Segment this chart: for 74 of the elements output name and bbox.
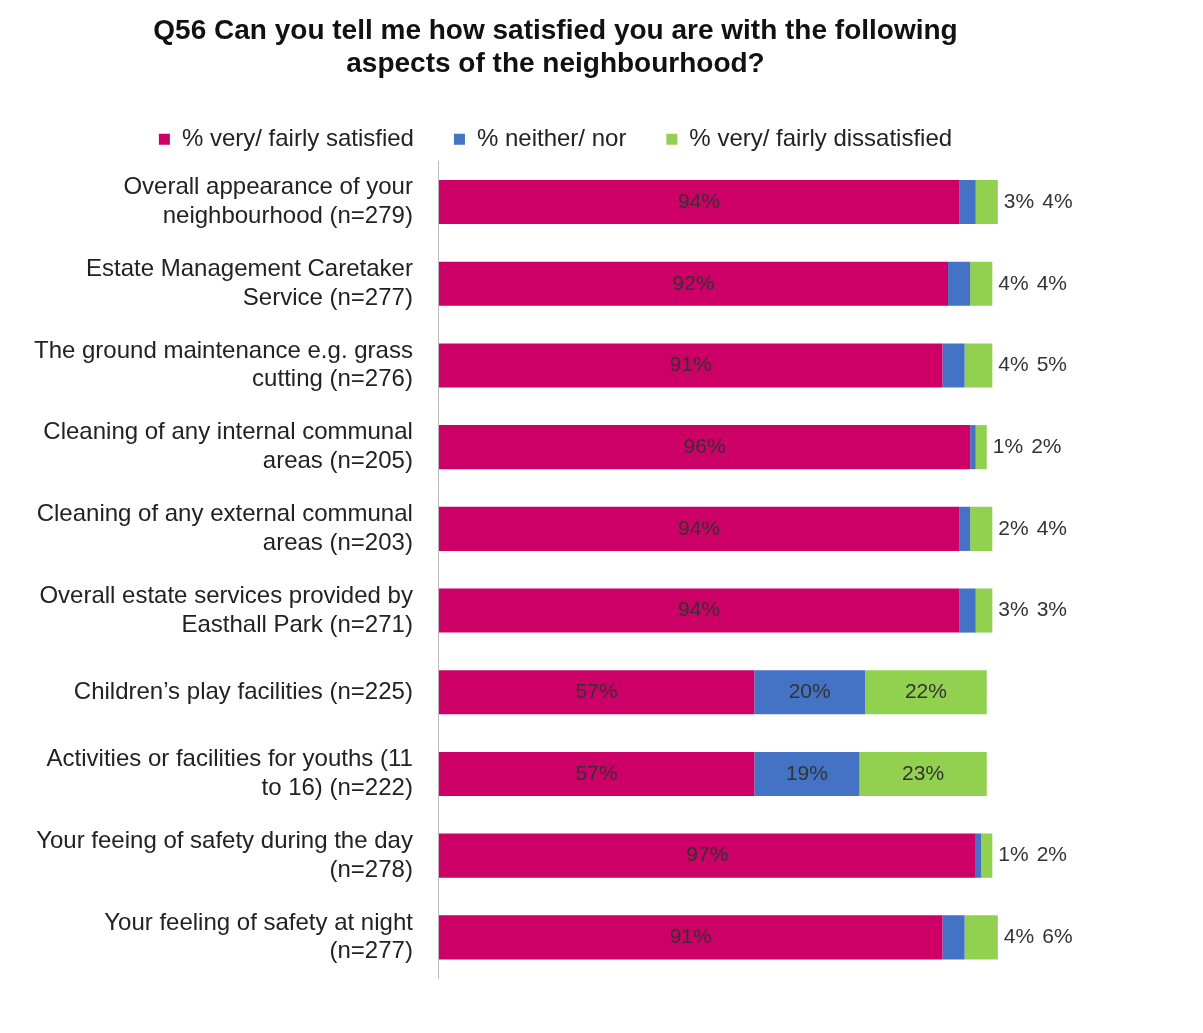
data-label: 23% — [902, 760, 945, 784]
data-label: 91% — [669, 924, 712, 948]
bar — [438, 751, 755, 797]
bar — [438, 261, 949, 306]
data-label: 92% — [672, 270, 715, 294]
bar — [438, 833, 976, 878]
data-label: 4% — [1036, 515, 1068, 539]
data-label: 94% — [677, 188, 721, 212]
y-tick-label: Cleaning of any external communal areas (n=203) — [36, 499, 413, 555]
bar — [975, 588, 993, 633]
data-label: 57% — [575, 679, 618, 703]
data-label: 1% — [998, 842, 1029, 866]
data-label: 3% — [998, 597, 1029, 621]
bar — [942, 343, 965, 388]
data-label: 2% — [1031, 433, 1062, 457]
bar — [975, 833, 982, 878]
data-label: 91% — [669, 352, 712, 376]
data-label: 96% — [683, 433, 726, 457]
bar — [975, 425, 987, 470]
data-label: 20% — [788, 679, 831, 703]
legend-label: % very/ fairly dissatisfied — [689, 123, 953, 151]
bar — [438, 670, 755, 715]
bar — [970, 261, 993, 306]
data-label: 4% — [1003, 924, 1035, 948]
data-label: 22% — [904, 679, 947, 703]
y-tick-label: Cleaning of any internal communal areas (n=205) — [43, 417, 413, 474]
y-tick-label: The ground maintenance e.g. grass cutting (n=276) — [34, 335, 413, 392]
bar — [970, 425, 976, 470]
legend-label: % very/ fairly satisfied — [181, 123, 414, 151]
data-label: 1% — [992, 433, 1024, 457]
data-label: 4% — [998, 270, 1029, 294]
data-label: 94% — [677, 597, 721, 621]
bar — [865, 670, 987, 715]
data-label: 97% — [686, 842, 729, 866]
bar — [959, 588, 976, 633]
legend-label: % neither/ nor — [476, 123, 627, 151]
data-label: 57% — [575, 760, 618, 784]
data-label: 4% — [998, 352, 1029, 376]
bar — [948, 261, 971, 306]
data-label: 3% — [1036, 597, 1068, 621]
y-tick-label: Children’s play facilities (n=225) — [73, 676, 413, 704]
bar — [859, 751, 987, 797]
data-label: 2% — [1036, 842, 1068, 866]
bar — [964, 343, 993, 388]
y-tick-label: Overall estate services provided by Easthall Park (n=271) — [39, 580, 413, 637]
data-label: 4% — [1036, 270, 1068, 294]
data-label: 6% — [1042, 924, 1073, 948]
y-tick-label: Your feeing of safety during the day (n=278) — [36, 825, 413, 882]
bar — [438, 343, 943, 388]
data-label: 2% — [998, 515, 1029, 539]
data-label: 5% — [1036, 352, 1068, 376]
y-tick-label: Activities or facilities for youths (11 to 16) (n=222) — [46, 744, 413, 800]
bar — [754, 751, 860, 797]
chart-title: Q56 Can you tell me how satisfied you are with the following aspects of the neighbourhood? — [153, 13, 958, 79]
bar — [959, 179, 976, 225]
bar — [975, 179, 998, 225]
bar — [438, 425, 971, 470]
y-tick-label: Your feeling of safety at night (n=277) — [104, 907, 414, 964]
y-tick-label: Overall appearance of your neighbourhood (n=279) — [123, 172, 413, 229]
data-label: 19% — [785, 760, 828, 784]
bar — [942, 915, 965, 960]
y-tick-label: Estate Management Caretaker Service (n=277) — [86, 253, 413, 310]
bar — [959, 506, 971, 551]
bar — [970, 506, 993, 551]
bar — [438, 506, 960, 551]
bar — [438, 179, 960, 225]
bar — [438, 915, 943, 960]
data-label: 4% — [1042, 188, 1073, 212]
bar — [964, 915, 998, 960]
data-label: 94% — [677, 515, 721, 539]
bar — [438, 588, 960, 633]
bar — [981, 833, 993, 878]
data-label: 3% — [1003, 188, 1035, 212]
bar — [754, 670, 866, 715]
